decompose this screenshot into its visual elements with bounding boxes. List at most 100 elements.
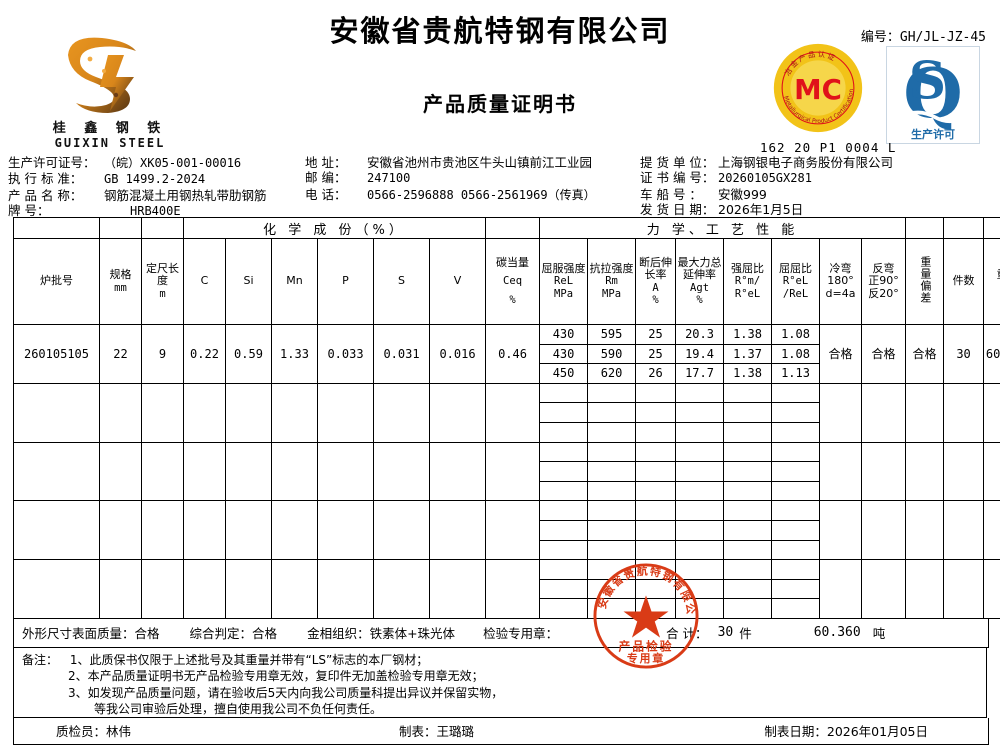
cell-elongation-1: 25 bbox=[636, 325, 675, 344]
summary-seal-label: 检验专用章： bbox=[483, 623, 558, 642]
info-consignee-label: 提 货 单 位： bbox=[640, 155, 718, 170]
cell-elongation-group: 25 25 26 bbox=[636, 325, 676, 384]
cell-agt-2: 19.4 bbox=[676, 344, 723, 364]
table-row bbox=[14, 383, 1000, 442]
logo-chinese-name: 桂 鑫 钢 铁 bbox=[30, 117, 190, 136]
col-header-strength-ratio-l1: R°m/ bbox=[724, 275, 771, 288]
quality-data-table: 化 学 成 份（%） 力 学、工 艺 性 能 炉批号 规格 mm 定尺长度 m … bbox=[13, 217, 1000, 619]
notes-label: 备注： bbox=[22, 653, 58, 667]
col-header-spec-unit: mm bbox=[100, 282, 141, 295]
col-header-agt: 最大力总延伸率 Agt % bbox=[676, 239, 724, 325]
notes-item-3: 3、如发现产品质量问题，请在验收后5天内向我公司质量科提出异议并保留实物， bbox=[22, 685, 986, 702]
col-header-spec: 规格 mm bbox=[100, 239, 142, 325]
col-header-cold-bend: 冷弯 180° d=4a bbox=[820, 239, 862, 325]
document-header: 桂 鑫 钢 铁 GUIXIN STEEL 安徽省贵航特钢有限公司 产品质量证明书… bbox=[0, 0, 1000, 155]
col-header-heat-no: 炉批号 bbox=[14, 239, 100, 325]
cell-si: 0.59 bbox=[226, 325, 272, 384]
table-body: 260105105 22 9 0.22 0.59 1.33 0.033 0.03… bbox=[14, 325, 1000, 619]
summary-total-weight: 60.360 bbox=[814, 625, 861, 640]
col-header-c: C bbox=[184, 239, 226, 325]
cell-weight-deviation: 合格 bbox=[906, 325, 944, 384]
cell-agt-3: 17.7 bbox=[676, 364, 723, 383]
info-cert-no: 证 书 编 号：20260105GX281 bbox=[640, 170, 893, 186]
cell-yield-ratio-2: 1.08 bbox=[772, 344, 819, 364]
table-row bbox=[14, 560, 1000, 619]
col-header-strength-ratio-l2: R°eL bbox=[724, 288, 771, 301]
info-standard-label: 执 行 标 准： bbox=[8, 171, 104, 186]
cell-elongation-3: 26 bbox=[636, 364, 675, 383]
col-header-ceq-unit: % bbox=[486, 288, 539, 307]
cell-spec: 22 bbox=[100, 325, 142, 384]
table-row bbox=[14, 501, 1000, 560]
info-column-right: 提 货 单 位：上海钢银电子商务股份有限公司 证 书 编 号：20260105G… bbox=[640, 155, 893, 218]
col-header-length-text: 定尺长度 bbox=[142, 263, 183, 288]
cell-tensile-1: 595 bbox=[588, 325, 635, 344]
info-phone: 电 话：0566-2596888 0566-2561969（传真） bbox=[305, 187, 596, 203]
cell-length: 9 bbox=[142, 325, 184, 384]
col-header-weight-deviation-text: 重量偏差 bbox=[918, 256, 931, 304]
notes-item-1: 1、此质保书仅限于上述批号及其重量并带有“LS”标志的本厂钢材； bbox=[70, 653, 428, 667]
info-address-value: 安徽省池州市贵池区牛头山镇前江工业园 bbox=[367, 155, 592, 170]
info-ship-date-value: 2026年1月5日 bbox=[718, 202, 803, 217]
footer-preparer: 制表：王璐璐 bbox=[399, 721, 474, 740]
header-group-mechanical: 力 学、工 艺 性 能 bbox=[540, 218, 906, 239]
col-header-weight: 重量 (t) bbox=[984, 239, 1000, 325]
table-row bbox=[14, 442, 1000, 501]
info-standard: 执 行 标 准：GB 1499.2-2024 bbox=[8, 171, 267, 187]
footer-inspector-label: 质检员： bbox=[56, 724, 106, 739]
footer-preparer-value: 王璐璐 bbox=[437, 724, 475, 739]
summary-total-weight-unit: 吨 bbox=[873, 623, 886, 642]
col-header-reverse-bend-l2: 反20° bbox=[862, 288, 905, 301]
col-header-yield-ratio: 屈屈比 R°eL /ReL bbox=[772, 239, 820, 325]
cell-reverse-bend: 合格 bbox=[862, 325, 906, 384]
col-header-s: S bbox=[374, 239, 430, 325]
col-header-yield-ratio-l1: R°eL bbox=[772, 275, 819, 288]
col-header-length: 定尺长度 m bbox=[142, 239, 184, 325]
mc-certification-seal-icon: MC 冶金产品认证 Metallurgical Product Certific… bbox=[772, 42, 864, 134]
col-header-ceq-text: 碳当量 bbox=[486, 257, 539, 270]
cell-weight: 60.360 bbox=[984, 325, 1000, 384]
cell-strength-ratio-3: 1.38 bbox=[724, 364, 771, 383]
col-header-yield-text: 屈服强度 bbox=[540, 263, 587, 276]
footer-preparer-label: 制表： bbox=[399, 724, 437, 739]
cell-yield-group: 430 430 450 bbox=[540, 325, 588, 384]
cell-v: 0.016 bbox=[430, 325, 486, 384]
cell-yield-ratio-1: 1.08 bbox=[772, 325, 819, 344]
cell-cold-bend: 合格 bbox=[820, 325, 862, 384]
col-header-yield: 屈服强度 ReL MPa bbox=[540, 239, 588, 325]
svg-text:S: S bbox=[909, 52, 946, 112]
col-header-agt-unit: % bbox=[676, 294, 723, 307]
cell-p: 0.033 bbox=[318, 325, 374, 384]
col-header-length-unit: m bbox=[142, 288, 183, 301]
summary-total-pieces-unit: 件 bbox=[739, 623, 752, 642]
col-header-cold-bend-l1: 180° bbox=[820, 275, 861, 288]
table-row: 260105105 22 9 0.22 0.59 1.33 0.033 0.03… bbox=[14, 325, 1000, 384]
cell-strength-ratio-group: 1.38 1.37 1.38 bbox=[724, 325, 772, 384]
col-header-elongation-unit: % bbox=[636, 294, 675, 307]
col-header-tensile: 抗拉强度 Rm MPa bbox=[588, 239, 636, 325]
info-phone-label: 电 话： bbox=[305, 187, 367, 202]
table-column-header-row: 炉批号 规格 mm 定尺长度 m C Si Mn P S V 碳当量 Ceq bbox=[14, 239, 1000, 325]
notes-line-1: 备注： 1、此质保书仅限于上述批号及其重量并带有“LS”标志的本厂钢材； bbox=[22, 652, 986, 669]
cell-strength-ratio-2: 1.37 bbox=[724, 344, 771, 364]
footer-date-label: 制表日期： bbox=[764, 724, 827, 739]
footer-row: 质检员：林伟 制表：王璐璐 制表日期：2026年01月05日 bbox=[13, 718, 989, 745]
document-info-block: 生产许可证号：（皖）XK05-001-00016 执 行 标 准：GB 1499… bbox=[0, 155, 1000, 217]
cell-yield-ratio-group: 1.08 1.08 1.13 bbox=[772, 325, 820, 384]
cell-tensile-group: 595 590 620 bbox=[588, 325, 636, 384]
inspection-seal-icon: 安徽省贵航特钢有限公司 产品检验 专用章 bbox=[592, 562, 700, 670]
mc-certification-code: 162 20 P1 0004 L bbox=[760, 140, 896, 155]
col-header-weight-text: 重量 bbox=[984, 269, 1000, 282]
col-header-strength-ratio-text: 强屈比 bbox=[724, 263, 771, 276]
cell-elongation-2: 25 bbox=[636, 344, 675, 364]
summary-row: 外形尺寸表面质量： 合格 综合判定： 合格 金相组织： 铁素体+珠光体 检验专用… bbox=[13, 619, 989, 648]
col-header-spec-text: 规格 bbox=[100, 269, 141, 282]
footer-inspector-value: 林伟 bbox=[106, 724, 131, 739]
cell-agt-1: 20.3 bbox=[676, 325, 723, 344]
info-cert-no-value: 20260105GX281 bbox=[718, 171, 812, 185]
cell-heat-no: 260105105 bbox=[14, 325, 100, 384]
col-header-ceq: 碳当量 Ceq % bbox=[486, 239, 540, 325]
cell-yield-ratio-3: 1.13 bbox=[772, 364, 819, 383]
info-address-label: 地 址： bbox=[305, 155, 367, 170]
info-column-left: 生产许可证号：（皖）XK05-001-00016 执 行 标 准：GB 1499… bbox=[8, 155, 267, 220]
